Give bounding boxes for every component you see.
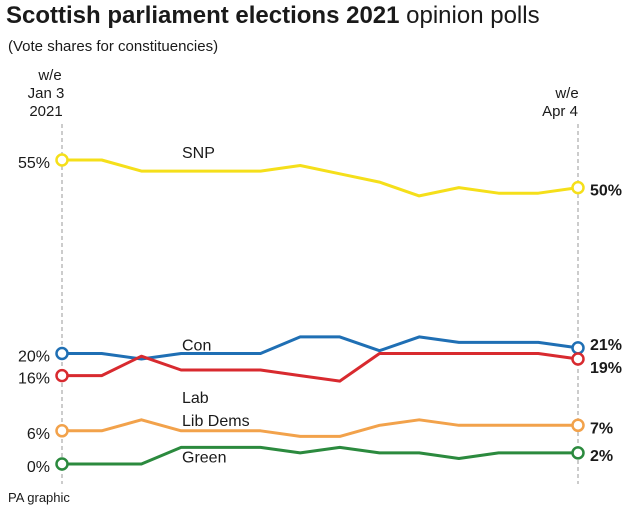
end-value-label-snp: 50% <box>590 183 622 200</box>
start-value-label-snp: 55% <box>18 155 50 172</box>
start-value-label-con: 20% <box>18 349 50 366</box>
series-marker-start-lib-dems <box>55 424 69 438</box>
series-name-label-green: Green <box>182 449 226 466</box>
title-light: opinion polls <box>406 2 540 29</box>
title-bold: Scottish parliament elections 2021 <box>6 2 400 29</box>
series-name-label-con: Con <box>182 338 211 355</box>
series-marker-start-green <box>55 457 69 471</box>
end-week-label-1: w/e <box>554 85 578 102</box>
series-line-lab <box>62 352 579 383</box>
series-name-label-snp: SNP <box>182 145 215 162</box>
start-week-label-3: 2021 <box>29 103 62 120</box>
series-name-label-lab: Lab <box>182 390 209 407</box>
end-value-label-lab: 19% <box>590 360 622 377</box>
chart-subtitle: (Vote shares for constituencies) <box>8 38 219 55</box>
series-layer: 55% 50% SNP 20% 21% Con 16% 19% Lab 6% 7% Lib Dems 0… <box>18 145 622 476</box>
series-marker-end-con <box>571 341 585 355</box>
series-marker-end-lab <box>571 352 585 366</box>
series-line-snp <box>62 158 579 198</box>
chart-title: Scottish parliament elections 2021 opini… <box>6 2 540 30</box>
end-value-label-lib-dems: 7% <box>590 420 613 437</box>
start-value-label-lib-dems: 6% <box>27 426 50 443</box>
series-marker-start-con <box>55 346 69 361</box>
source-credit: PA graphic <box>8 490 70 505</box>
series-line-green <box>62 445 578 466</box>
series-marker-end-green <box>571 446 585 460</box>
start-value-label-green: 0% <box>27 459 50 476</box>
start-week-label-1: w/e <box>37 67 61 84</box>
series-marker-start-snp <box>55 153 69 167</box>
series-marker-end-lib-dems <box>571 418 585 433</box>
series-marker-start-lab <box>55 368 69 383</box>
start-value-label-lab: 16% <box>18 371 50 388</box>
start-week-label-2: Jan 3 <box>28 85 65 102</box>
series-marker-end-snp <box>571 180 585 195</box>
series-name-label-lib-dems: Lib Dems <box>182 413 250 430</box>
end-week-label-2: Apr 4 <box>542 103 578 120</box>
end-value-label-con: 21% <box>590 337 622 354</box>
end-value-label-green: 2% <box>590 448 613 465</box>
series-line-lib-dems <box>62 418 578 438</box>
